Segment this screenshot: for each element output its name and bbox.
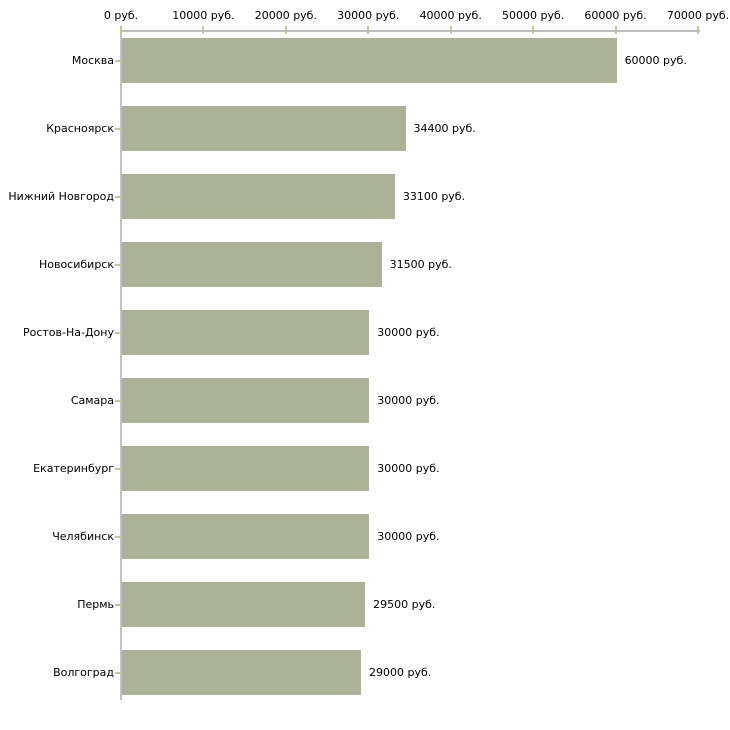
bar	[122, 310, 370, 355]
value-label: 33100 руб.	[402, 189, 466, 203]
y-tick-mark	[115, 467, 121, 470]
x-tick-mark	[120, 26, 122, 34]
category-label: Екатеринбург	[33, 461, 114, 475]
value-label: 30000 руб.	[377, 393, 440, 407]
x-tick-label: 20000 руб.	[254, 9, 317, 22]
category-label: Красноярск	[46, 121, 114, 135]
category-label: Челябинск	[52, 529, 114, 543]
x-tick-label: 50000 руб.	[502, 9, 565, 22]
x-tick-label: 10000 руб.	[172, 9, 235, 22]
x-tick-mark	[367, 26, 370, 34]
y-axis-line	[120, 30, 122, 700]
value-label: 60000 руб.	[624, 53, 687, 67]
y-tick-mark	[115, 59, 121, 62]
category-label: Самара	[70, 393, 114, 407]
x-tick-mark	[202, 26, 205, 34]
y-tick-mark	[115, 399, 121, 402]
x-tick-label: 60000 руб.	[584, 9, 647, 22]
y-tick-mark	[115, 263, 121, 266]
bar	[122, 514, 370, 559]
x-tick-label: 30000 руб.	[337, 9, 400, 22]
bar	[122, 582, 366, 627]
x-tick-mark	[284, 26, 287, 34]
x-tick-mark	[614, 26, 617, 34]
bar	[122, 174, 395, 219]
y-tick-mark	[115, 331, 121, 334]
category-label: Новосибирск	[38, 257, 114, 271]
bar	[122, 378, 370, 423]
category-label: Нижний Новгород	[8, 189, 114, 203]
x-tick-mark	[449, 26, 452, 34]
bar	[122, 650, 362, 695]
category-label: Ростов-На-Дону	[22, 325, 114, 339]
y-tick-mark	[115, 535, 121, 538]
x-tick-label: 70000 руб.	[666, 9, 730, 22]
bar	[122, 38, 617, 83]
bar	[122, 242, 382, 287]
value-label: 30000 руб.	[377, 325, 440, 339]
category-label: Волгоград	[53, 665, 114, 679]
value-label: 29000 руб.	[369, 665, 432, 679]
bar	[122, 106, 406, 151]
y-tick-mark	[115, 671, 121, 674]
y-tick-mark	[115, 195, 121, 198]
x-tick-label: 40000 руб.	[419, 9, 482, 22]
value-label: 30000 руб.	[377, 529, 440, 543]
value-label: 31500 руб.	[389, 257, 452, 271]
x-tick-mark	[532, 26, 535, 34]
x-axis-line	[121, 30, 700, 32]
value-label: 30000 руб.	[377, 461, 440, 475]
y-tick-mark	[115, 603, 121, 606]
y-tick-mark	[115, 127, 121, 130]
x-tick-label: 0 руб.	[103, 9, 139, 22]
value-label: 34400 руб.	[413, 121, 476, 135]
category-label: Пермь	[77, 597, 114, 611]
x-tick-mark	[697, 26, 699, 34]
category-label: Москва	[71, 53, 114, 67]
bar	[122, 446, 370, 491]
value-label: 29500 руб.	[373, 597, 436, 611]
